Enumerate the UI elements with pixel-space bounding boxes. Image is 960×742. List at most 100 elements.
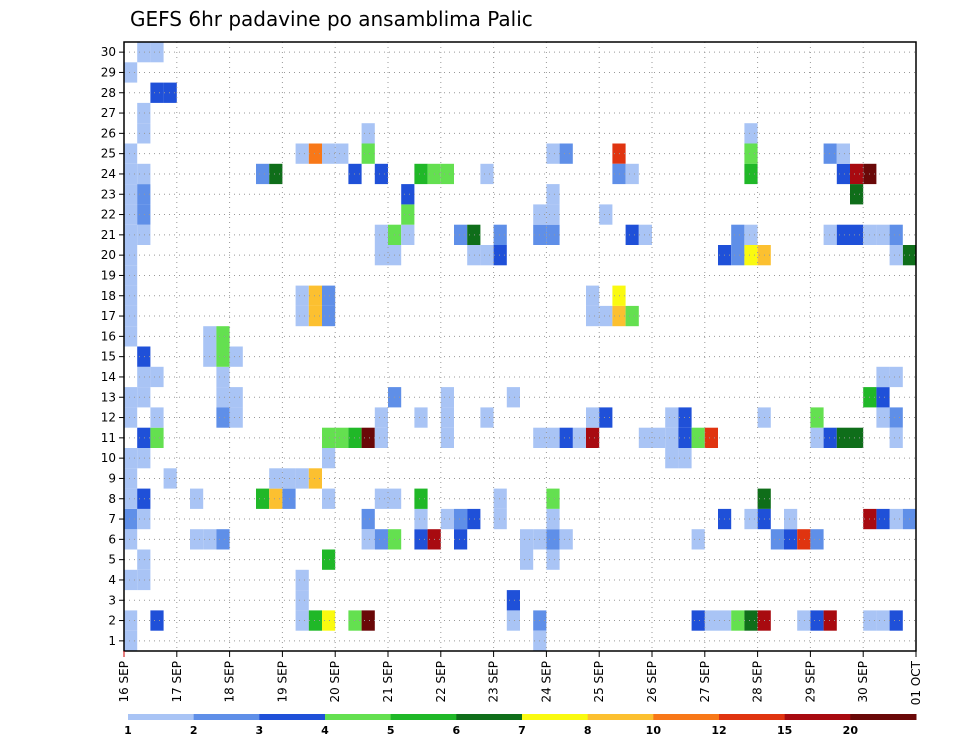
heatmap-cell [322,427,336,448]
y-axis: 1234567891011121314151617181920212223242… [101,45,124,648]
x-axis: 16 SEP 17 SEP 18 SEP 19 SEP 20 SEP 21 SEP 22 S… [117,651,923,705]
legend-swatch [390,714,457,720]
heatmap-cell [308,468,322,489]
heatmap-cell [374,488,388,509]
heatmap-cell [744,143,758,164]
heatmap-cell [137,488,151,509]
heatmap-cell [335,143,349,164]
heatmap-cell [322,285,336,306]
y-tick-label: 10 [101,451,116,465]
legend-swatch [653,714,720,720]
heatmap-cell [137,204,151,225]
legend-swatch [193,714,260,720]
x-tick-label: 25 SEP [592,661,606,703]
heatmap-cell [889,610,903,631]
y-tick-label: 15 [101,350,116,364]
heatmap-cell [744,163,758,185]
heatmap-cell [124,224,138,245]
legend-label: 10 [646,724,662,737]
heatmap-cell [691,529,705,550]
x-tick-label: 16 SEP [117,661,131,703]
heatmap-cell [599,305,613,327]
heatmap-cell [124,143,138,164]
heatmap-cell [559,529,573,550]
heatmap-cell [269,468,283,489]
legend-swatch [128,714,195,720]
y-tick-label: 8 [108,492,116,506]
legend-swatch [587,714,654,720]
heatmap-cell [889,407,903,428]
heatmap-cell [295,590,309,611]
heatmap-cell [137,569,151,591]
heatmap-cell [322,549,336,570]
heatmap-cell [137,366,151,388]
heatmap-cell [836,163,850,185]
y-tick-label: 26 [101,126,116,140]
heatmap-cell [374,427,388,448]
heatmap-cell [454,224,468,245]
heatmap-cell [810,529,824,550]
heatmap-cell [137,427,151,448]
heatmap-cell [322,488,336,509]
heatmap-cell [546,549,560,570]
heatmap-cell [137,549,151,570]
heatmap-cell [295,285,309,306]
x-tick-label: 17 SEP [170,661,184,703]
heatmap-cell [256,488,270,509]
heatmap-cell [889,508,903,530]
heatmap-cell [546,204,560,225]
heatmap-cell [784,529,798,550]
y-tick-label: 5 [108,553,116,567]
heatmap-cell [269,488,283,509]
heatmap-cell [784,508,798,530]
heatmap-cell [124,407,138,428]
x-tick-label: 28 SEP [751,661,765,703]
x-tick-label: 24 SEP [539,661,553,703]
y-tick-label: 16 [101,329,116,343]
heatmap-cell [150,366,164,388]
heatmap-cell [876,366,890,388]
heatmap-cell [124,610,138,631]
legend-label: 1 [124,724,132,737]
heatmap-cell [652,427,666,448]
heatmap-cell [810,407,824,428]
heatmap-cell [137,448,151,469]
heatmap-cell [361,123,375,144]
x-tick-label: 18 SEP [223,661,237,703]
heatmap-cell [506,610,520,631]
x-tick-label: 22 SEP [434,661,448,703]
heatmap-cell [124,184,138,205]
heatmap-cell [216,346,230,367]
heatmap-cell [493,224,507,245]
heatmap-cell [335,427,349,448]
heatmap-cell [467,245,481,266]
heatmap-cell [744,508,758,530]
y-tick-label: 11 [101,431,116,445]
heatmap-cell [546,488,560,509]
heatmap-cell [744,610,758,631]
y-tick-label: 28 [101,86,116,100]
heatmap-cell [401,184,415,205]
y-tick-label: 17 [101,309,116,323]
heatmap-cell [137,508,151,530]
heatmap-cell [731,224,745,245]
heatmap-cell [823,610,837,631]
y-tick-label: 21 [101,228,116,242]
heatmap-cell [124,508,138,530]
heatmap-cell [889,366,903,388]
heatmap-cell [850,184,864,205]
heatmap-cell [361,508,375,530]
y-tick-label: 12 [101,411,116,425]
heatmap-cell [322,448,336,469]
heatmap-cell [586,427,600,448]
heatmap-cell [480,163,494,185]
heatmap-cell [308,143,322,164]
heatmap-cell [361,529,375,550]
heatmap-cell [150,407,164,428]
heatmap-cell [308,285,322,306]
heatmap-cell [124,163,138,185]
heatmap-cell [546,508,560,530]
heatmap-cell [876,610,890,631]
y-tick-label: 2 [108,614,116,628]
legend-label: 2 [190,724,198,737]
